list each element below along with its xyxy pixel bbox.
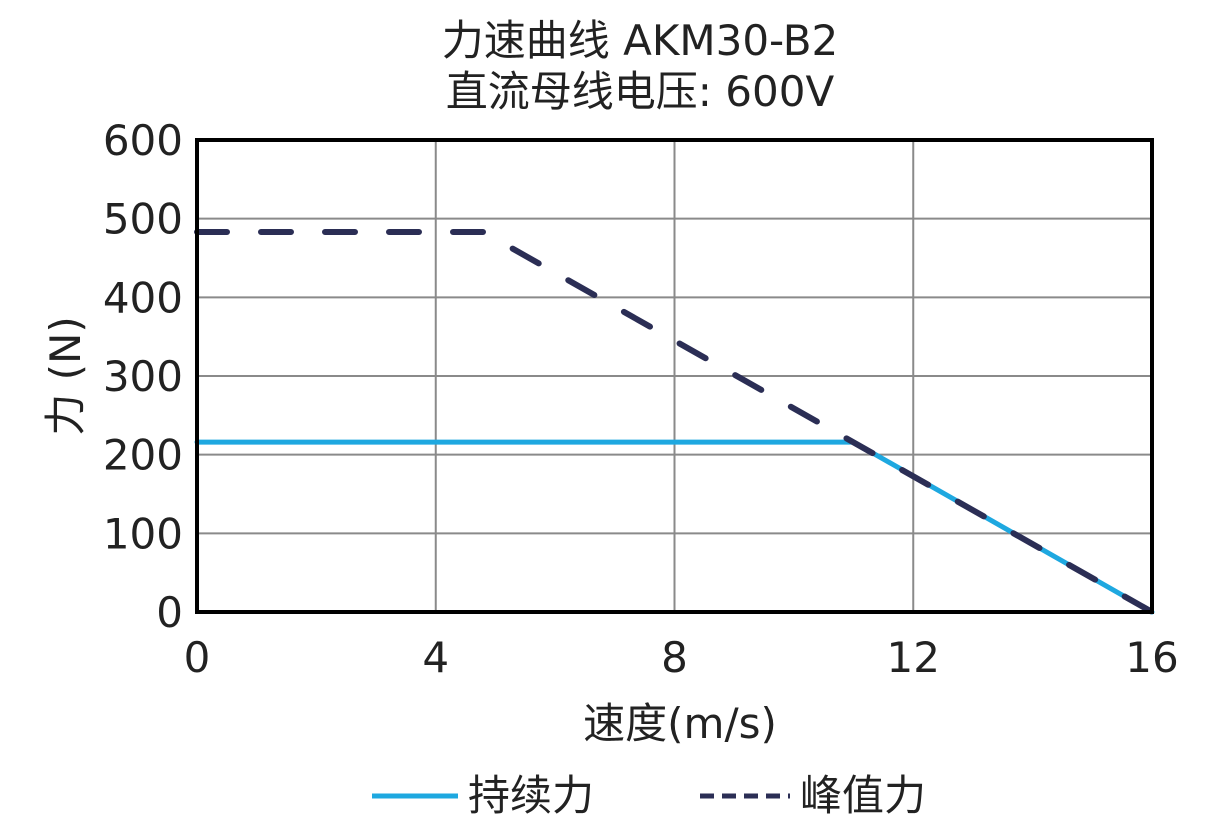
x-tick-label: 12 (887, 633, 940, 682)
x-tick-labels: 0 4 8 12 16 (184, 633, 1179, 682)
y-tick-labels: 0 100 200 300 400 500 600 (103, 116, 183, 637)
y-tick-label: 600 (103, 116, 183, 165)
series-line-peak-force (194, 229, 1155, 615)
x-tick-label: 8 (661, 633, 688, 682)
y-axis-label: 力 (N) (41, 316, 90, 436)
legend-label-peak: 峰值力 (800, 771, 926, 817)
x-axis-label: 速度(m/s) (583, 699, 777, 748)
y-tick-label: 0 (156, 588, 183, 637)
y-tick-label: 200 (103, 431, 183, 480)
y-tick-label: 400 (103, 273, 183, 322)
legend: 持续力 峰值力 (372, 771, 926, 820)
legend-label-continuous: 持续力 (468, 771, 594, 817)
y-tick-label: 300 (103, 352, 183, 401)
plot-frame (195, 138, 1154, 614)
x-tick-label: 4 (422, 633, 449, 682)
chart-title-line2: 直流母线电压: 600V (446, 67, 835, 116)
y-tick-label: 500 (103, 195, 183, 244)
y-tick-label: 100 (103, 509, 183, 558)
chart-title-line1: 力速曲线 AKM30-B2 (442, 16, 839, 65)
grid (196, 139, 1153, 613)
x-tick-label: 16 (1125, 633, 1178, 682)
x-tick-label: 0 (184, 633, 211, 682)
series-lines (194, 229, 1155, 615)
